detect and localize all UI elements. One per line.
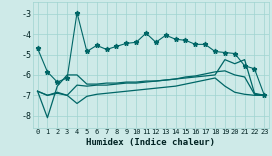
X-axis label: Humidex (Indice chaleur): Humidex (Indice chaleur) [86, 138, 215, 147]
